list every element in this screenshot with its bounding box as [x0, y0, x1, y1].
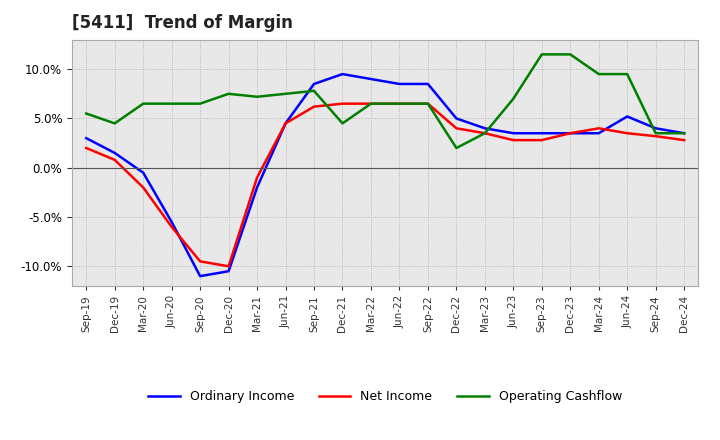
Line: Net Income: Net Income	[86, 104, 684, 266]
Ordinary Income	[595, 131, 603, 136]
Ordinary Income	[310, 81, 318, 87]
Operating Cashflow	[595, 71, 603, 77]
Net Income	[595, 126, 603, 131]
Net Income	[139, 185, 148, 190]
Ordinary Income	[282, 121, 290, 126]
Operating Cashflow	[537, 52, 546, 57]
Operating Cashflow	[680, 131, 688, 136]
Operating Cashflow	[623, 71, 631, 77]
Ordinary Income	[196, 274, 204, 279]
Ordinary Income	[338, 71, 347, 77]
Net Income	[225, 264, 233, 269]
Operating Cashflow	[110, 121, 119, 126]
Net Income	[310, 104, 318, 109]
Net Income	[537, 137, 546, 143]
Net Income	[338, 101, 347, 106]
Ordinary Income	[395, 81, 404, 87]
Net Income	[82, 145, 91, 150]
Operating Cashflow	[225, 91, 233, 96]
Operating Cashflow	[366, 101, 375, 106]
Ordinary Income	[423, 81, 432, 87]
Net Income	[282, 121, 290, 126]
Ordinary Income	[452, 116, 461, 121]
Net Income	[623, 131, 631, 136]
Operating Cashflow	[82, 111, 91, 116]
Net Income	[167, 224, 176, 230]
Net Income	[680, 137, 688, 143]
Ordinary Income	[225, 268, 233, 274]
Net Income	[395, 101, 404, 106]
Ordinary Income	[82, 136, 91, 141]
Ordinary Income	[139, 170, 148, 175]
Text: [5411]  Trend of Margin: [5411] Trend of Margin	[72, 15, 293, 33]
Ordinary Income	[566, 131, 575, 136]
Net Income	[423, 101, 432, 106]
Net Income	[566, 131, 575, 136]
Operating Cashflow	[423, 101, 432, 106]
Operating Cashflow	[395, 101, 404, 106]
Operating Cashflow	[196, 101, 204, 106]
Line: Ordinary Income: Ordinary Income	[86, 74, 684, 276]
Ordinary Income	[253, 185, 261, 190]
Ordinary Income	[110, 150, 119, 156]
Net Income	[509, 137, 518, 143]
Ordinary Income	[167, 219, 176, 224]
Ordinary Income	[680, 131, 688, 136]
Operating Cashflow	[509, 96, 518, 101]
Ordinary Income	[623, 114, 631, 119]
Net Income	[196, 259, 204, 264]
Ordinary Income	[509, 131, 518, 136]
Operating Cashflow	[652, 131, 660, 136]
Net Income	[366, 101, 375, 106]
Legend: Ordinary Income, Net Income, Operating Cashflow: Ordinary Income, Net Income, Operating C…	[143, 385, 627, 408]
Operating Cashflow	[253, 94, 261, 99]
Net Income	[253, 175, 261, 180]
Operating Cashflow	[338, 121, 347, 126]
Ordinary Income	[366, 77, 375, 82]
Ordinary Income	[652, 126, 660, 131]
Net Income	[652, 134, 660, 139]
Operating Cashflow	[139, 101, 148, 106]
Net Income	[480, 131, 489, 136]
Operating Cashflow	[167, 101, 176, 106]
Operating Cashflow	[282, 91, 290, 96]
Operating Cashflow	[566, 52, 575, 57]
Ordinary Income	[480, 126, 489, 131]
Operating Cashflow	[480, 131, 489, 136]
Net Income	[452, 126, 461, 131]
Operating Cashflow	[310, 88, 318, 93]
Ordinary Income	[537, 131, 546, 136]
Operating Cashflow	[452, 145, 461, 150]
Net Income	[110, 157, 119, 162]
Line: Operating Cashflow: Operating Cashflow	[86, 55, 684, 148]
